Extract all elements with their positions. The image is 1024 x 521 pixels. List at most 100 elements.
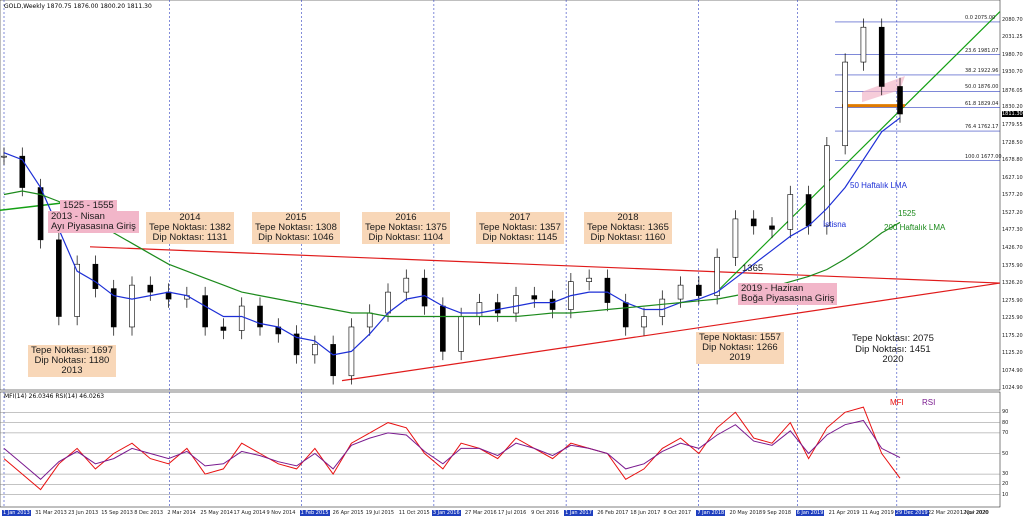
time-tick-label: 31 Mar 2013 — [35, 510, 67, 516]
price-tick-label: 1678.80 — [1002, 157, 1023, 164]
time-tick-label: 22 Mar 2020 — [927, 510, 960, 516]
price-tick-label: 1375.90 — [1002, 262, 1023, 269]
candle-body — [769, 225, 775, 230]
fibonacci-label: 50.0 1876.00 — [965, 84, 999, 91]
candle-body — [56, 239, 62, 317]
time-tick-label: 17 Jul 2016 — [498, 510, 527, 516]
vertical-gridlines — [3, 0, 898, 507]
ma50-label: 50 Haftalık LMA — [850, 181, 907, 190]
time-tick-label: 8 Dec 2013 — [134, 510, 164, 516]
candle-body — [19, 155, 26, 188]
indicator-tick-label: 70 — [1002, 429, 1009, 436]
price-tick-label: 1275.90 — [1002, 297, 1023, 304]
candle-body — [732, 218, 739, 258]
candle-body — [257, 305, 263, 328]
level-1365-label: 1365 — [742, 263, 764, 274]
annotation-2017: 2017 Tepe Noktası: 1357 Dip Noktası: 114… — [476, 212, 564, 244]
candle-body — [860, 26, 867, 63]
candle-body — [531, 295, 538, 300]
time-tick-label: 18 Jun 2017 — [630, 510, 661, 516]
indicator-plot-area — [0, 391, 1001, 508]
time-tick-label: 17 Aug 2014 — [233, 510, 266, 516]
time-tick-label: 21 Apr 2019 — [828, 510, 860, 516]
time-tick-label: 1 Jan 2013 — [2, 510, 31, 516]
indicator-tick-label: 90 — [1002, 409, 1009, 416]
descending-resistance-line — [89, 246, 1001, 284]
current-price-label: 1811.30 — [1002, 110, 1023, 117]
fibonacci-label: 0.0 2075.00 — [965, 14, 996, 21]
candle-body — [622, 302, 629, 328]
candle-body — [659, 298, 666, 317]
candle-body — [549, 298, 556, 310]
rsi-legend: RSI — [922, 398, 936, 407]
candle-body — [842, 61, 848, 147]
candle-body — [696, 284, 702, 296]
candle-body — [878, 26, 885, 87]
price-tick-label: 1074.90 — [1002, 367, 1023, 374]
candle-body — [165, 291, 172, 300]
candle-body — [92, 263, 99, 289]
candle-body — [110, 288, 117, 328]
candle-body — [385, 291, 391, 314]
time-tick-label: 20 May 2018 — [729, 510, 763, 516]
indicator-tick-label: 30 — [1002, 471, 1009, 478]
candle-body — [293, 333, 300, 356]
candle-body — [604, 277, 611, 303]
time-tick-label: 1 Nov 2020 — [960, 510, 989, 516]
candle-body — [421, 277, 428, 307]
candle-body — [513, 295, 519, 314]
time-tick-label: 9 Nov 2014 — [266, 510, 296, 516]
trend-lines — [0, 11, 1001, 382]
fibonacci-label: 23.6 1981.07 — [965, 47, 999, 54]
time-tick-label: 1 Feb 2015 — [299, 510, 330, 516]
time-tick-label: 19 Jul 2015 — [365, 510, 395, 516]
candle-body — [458, 316, 464, 352]
ma200-label: 200 Haftalık LMA — [884, 223, 946, 232]
time-tick-label: 26 Feb 2017 — [597, 510, 629, 516]
annotation-2018: 2018 Tepe Noktası: 1365 Dip Noktası: 116… — [584, 212, 672, 244]
indicator-tick-label: 10 — [1002, 491, 1009, 498]
time-tick-label: 7 Jan 2018 — [696, 510, 726, 516]
price-tick-label: 2080.70 — [1002, 17, 1023, 23]
price-tick-label: 1175.20 — [1002, 332, 1023, 339]
candle-body — [787, 194, 794, 230]
price-tick-label: 1876.05 — [1002, 88, 1023, 95]
bear-zone-line — [0, 202, 61, 211]
mfi-rsi-lines — [0, 406, 1000, 495]
time-tick-label: 8 Oct 2017 — [663, 510, 692, 516]
bear-range-label: 1525 - 1555 — [60, 200, 117, 212]
fibonacci-label: 100.0 1677.00 — [965, 153, 1002, 160]
level-1525-label: 1525 — [898, 209, 916, 218]
candle-body — [750, 218, 757, 227]
price-tick-label: 1527.20 — [1002, 209, 1023, 216]
candle-body — [403, 277, 410, 293]
bull-entry-label: 2019 - Haziran Boğa Piyasasına Giriş — [738, 283, 838, 305]
indicator-tick-label: 50 — [1002, 450, 1009, 457]
mfi-legend: MFI — [890, 398, 904, 407]
candle-body — [897, 86, 903, 115]
indicator-tick-label: 20 — [1002, 481, 1009, 488]
annotation-2016: 2016 Tepe Noktası: 1375 Dip Noktası: 110… — [362, 212, 450, 244]
candle-body — [494, 302, 501, 314]
chart-header: GOLD,Weekly 1870.75 1876.00 1800.20 1811… — [4, 3, 152, 10]
time-tick-label: 6 Jan 2019 — [795, 510, 825, 516]
time-tick-label: 9 Sep 2018 — [762, 510, 792, 516]
candle-body — [805, 194, 812, 227]
time-tick-label: 23 Jun 2013 — [68, 510, 99, 516]
annotation-2015: 2015 Tepe Noktası: 1308 Dip Noktası: 104… — [252, 212, 340, 244]
time-tick-label: 12 Jul 2020 — [960, 510, 989, 516]
candle-body — [586, 277, 592, 282]
price-tick-label: 1728.50 — [1002, 139, 1023, 146]
price-tick-label: 1477.30 — [1002, 227, 1023, 234]
ascending-support-line — [341, 282, 1001, 382]
time-tick-label: 29 Dec 2019 — [894, 510, 929, 516]
price-tick-label: 1980.70 — [1002, 51, 1023, 58]
price-tick-label: 1024.90 — [1002, 385, 1023, 391]
price-tick-label: 1779.55 — [1002, 121, 1023, 128]
candle-body — [677, 284, 684, 300]
candle-body — [641, 316, 647, 328]
candle-body — [312, 344, 318, 356]
rsi-line — [3, 419, 901, 480]
candle-body — [440, 305, 446, 352]
